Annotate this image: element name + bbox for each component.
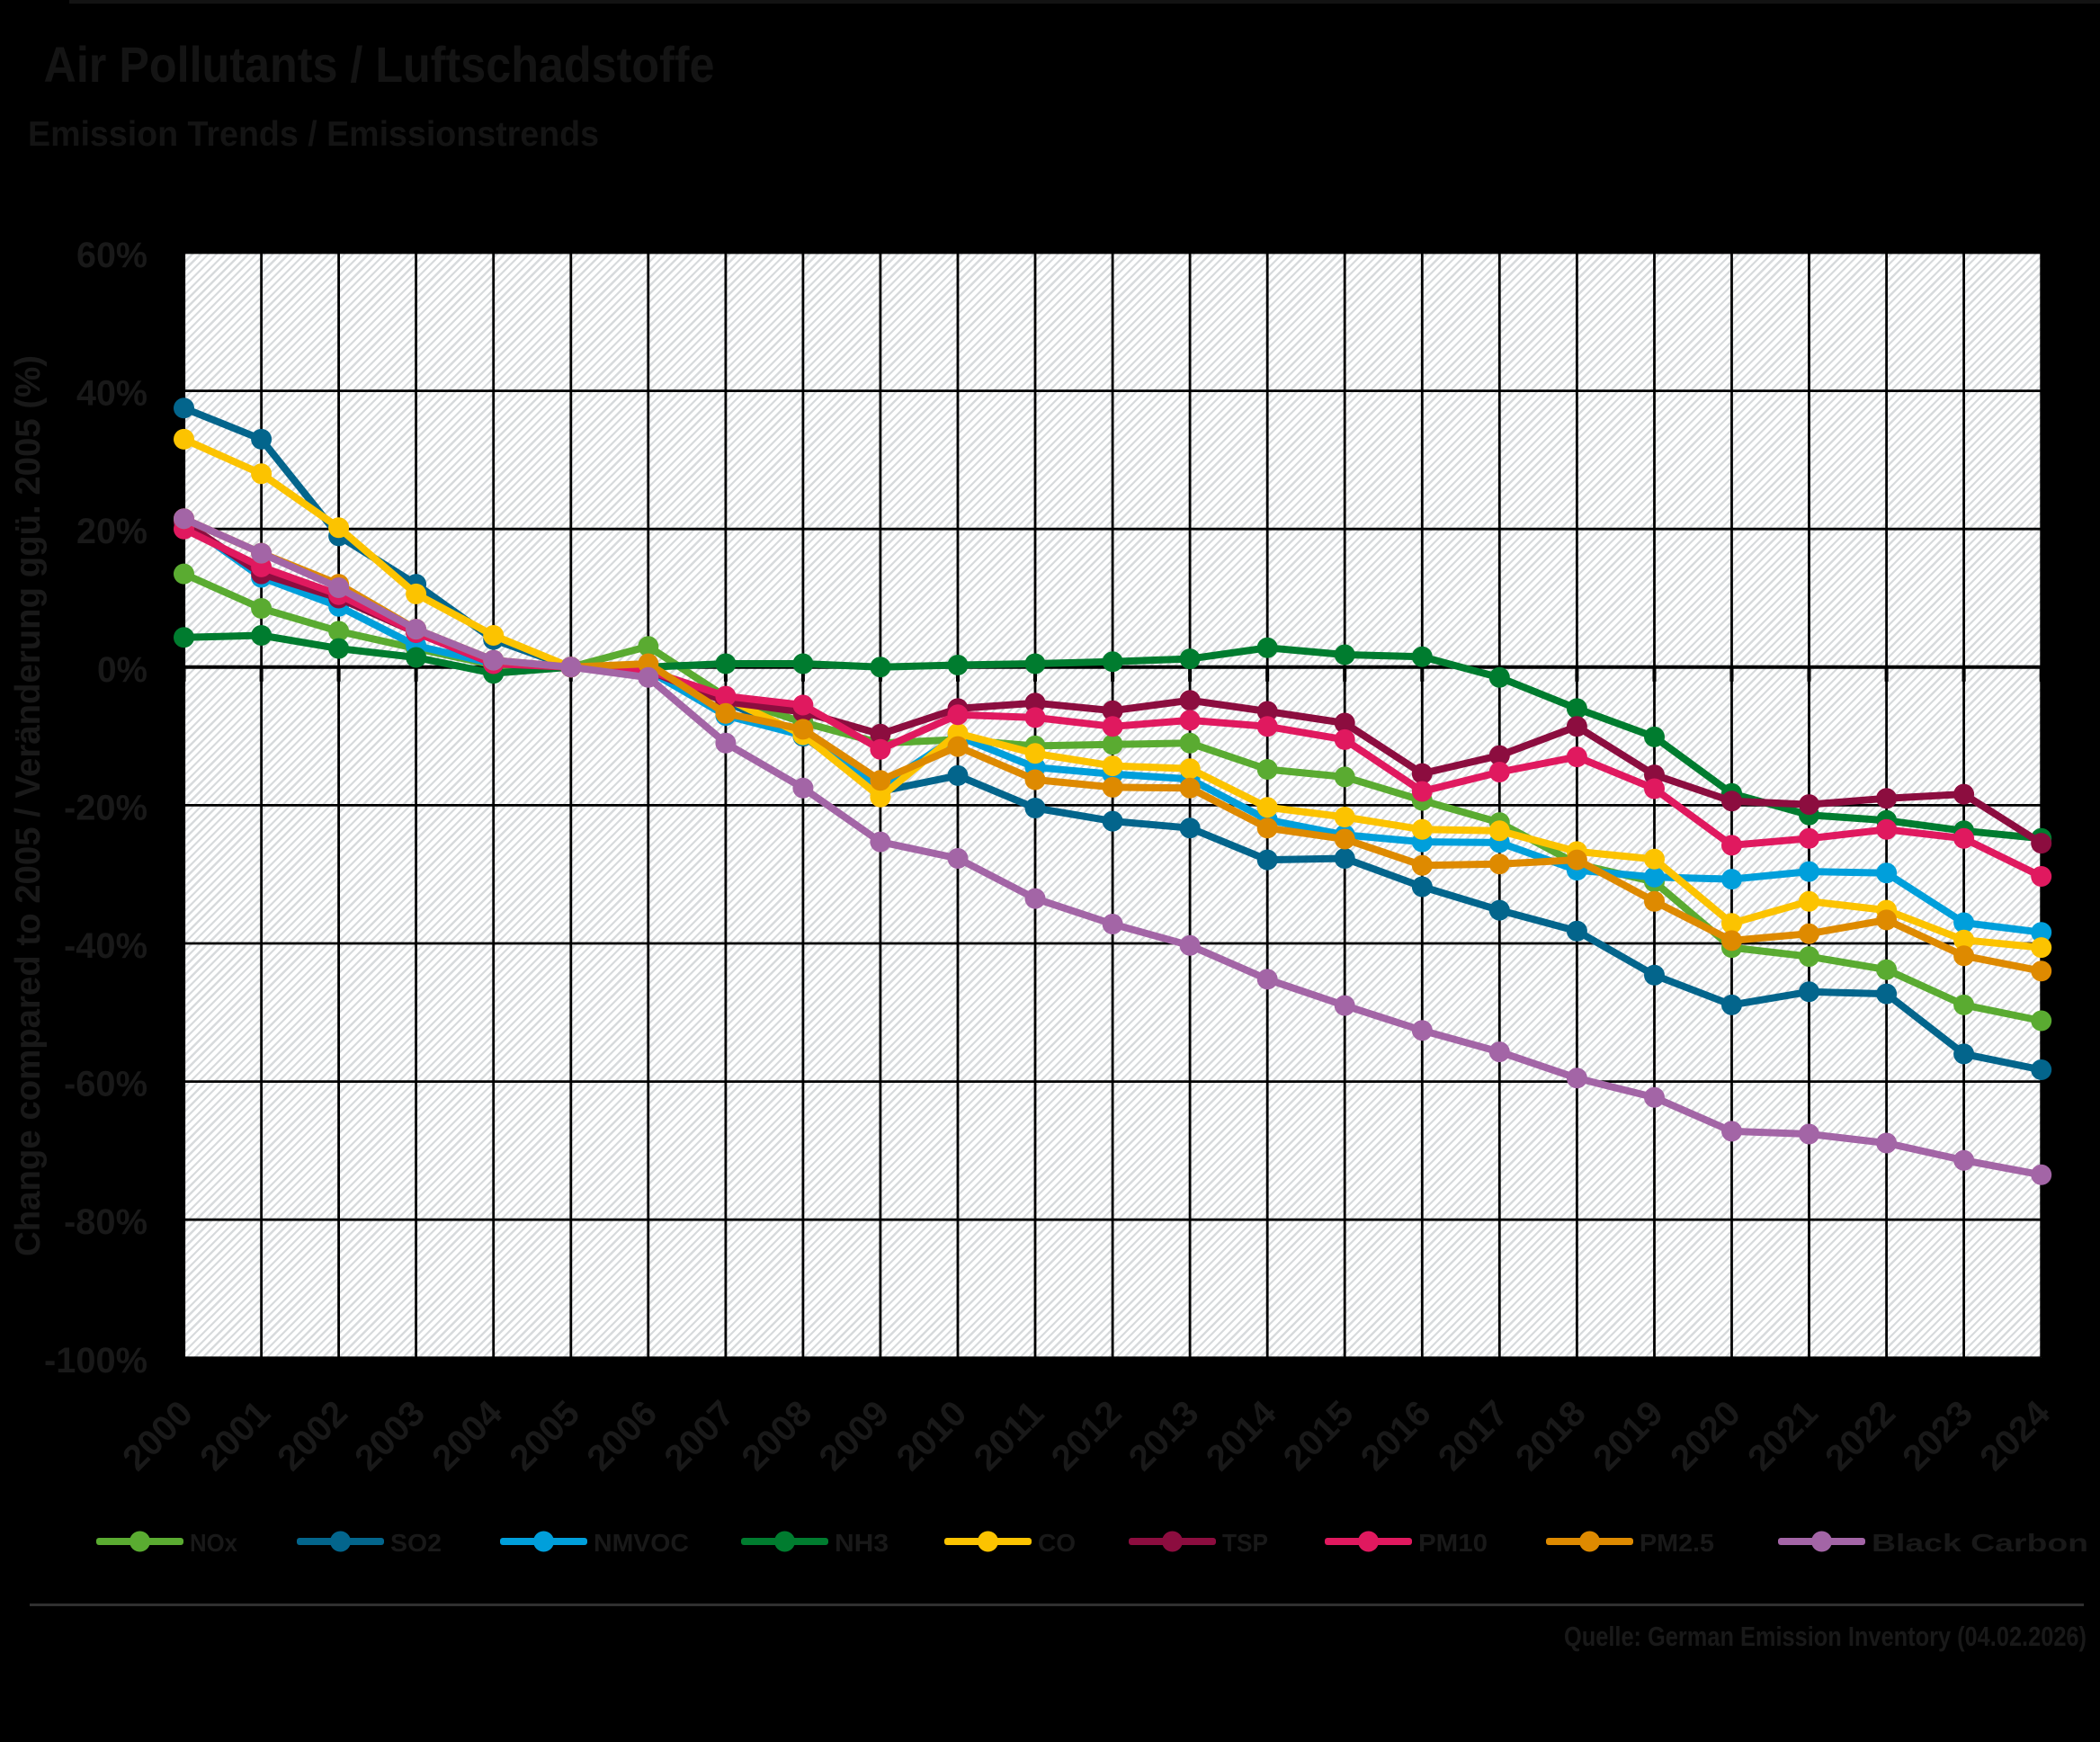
svg-text:NMVOC: NMVOC — [594, 1529, 689, 1557]
svg-text:20%: 20% — [76, 512, 147, 551]
svg-text:2002: 2002 — [270, 1393, 355, 1478]
svg-text:2001: 2001 — [192, 1393, 278, 1478]
svg-text:Quelle: German Emission Invent: Quelle: German Emission Inventory (04.02… — [1564, 1621, 2087, 1652]
svg-text:2008: 2008 — [735, 1393, 820, 1478]
svg-text:0%: 0% — [97, 650, 147, 690]
svg-text:2010: 2010 — [889, 1393, 975, 1478]
svg-text:2019: 2019 — [1586, 1393, 1671, 1478]
svg-text:2023: 2023 — [1895, 1393, 1980, 1478]
svg-text:2014: 2014 — [1199, 1393, 1284, 1478]
svg-text:TSP: TSP — [1222, 1529, 1268, 1557]
svg-text:2000: 2000 — [115, 1393, 201, 1478]
svg-text:2015: 2015 — [1276, 1393, 1362, 1478]
svg-text:60%: 60% — [76, 236, 147, 275]
svg-text:2024: 2024 — [1972, 1393, 2058, 1478]
svg-text:NH3: NH3 — [835, 1529, 889, 1557]
svg-text:2003: 2003 — [347, 1393, 433, 1478]
svg-text:2004: 2004 — [424, 1393, 510, 1478]
svg-text:2009: 2009 — [812, 1393, 898, 1478]
svg-text:2006: 2006 — [579, 1393, 665, 1478]
svg-text:NOx: NOx — [190, 1529, 237, 1557]
svg-text:2018: 2018 — [1508, 1393, 1594, 1478]
svg-text:2012: 2012 — [1044, 1393, 1130, 1478]
svg-text:40%: 40% — [76, 374, 147, 414]
svg-text:-80%: -80% — [64, 1202, 147, 1242]
svg-text:-100%: -100% — [44, 1341, 147, 1380]
svg-text:-60%: -60% — [64, 1065, 147, 1104]
svg-text:2011: 2011 — [967, 1393, 1052, 1478]
svg-text:2005: 2005 — [502, 1393, 587, 1478]
svg-text:Air Pollutants / Luftschadstof: Air Pollutants / Luftschadstoffe — [44, 36, 715, 93]
svg-text:2020: 2020 — [1663, 1393, 1748, 1478]
svg-text:SO2: SO2 — [390, 1529, 442, 1557]
svg-text:Emission Trends / Emissionstre: Emission Trends / Emissionstrends — [28, 115, 599, 154]
svg-text:2016: 2016 — [1354, 1393, 1439, 1478]
svg-text:Black Carbon: Black Carbon — [1872, 1529, 2088, 1557]
svg-text:2021: 2021 — [1740, 1393, 1826, 1478]
svg-text:2022: 2022 — [1818, 1393, 1903, 1478]
svg-text:Change compared to 2005 / Verä: Change compared to 2005 / Veränderung gg… — [9, 355, 48, 1256]
svg-text:-20%: -20% — [64, 788, 147, 827]
svg-text:2007: 2007 — [657, 1393, 743, 1478]
svg-text:-40%: -40% — [64, 926, 147, 966]
svg-text:2017: 2017 — [1431, 1393, 1516, 1478]
svg-text:CO: CO — [1038, 1529, 1076, 1557]
svg-text:PM2.5: PM2.5 — [1640, 1529, 1714, 1557]
svg-text:PM10: PM10 — [1418, 1529, 1488, 1557]
svg-text:2013: 2013 — [1121, 1393, 1207, 1478]
